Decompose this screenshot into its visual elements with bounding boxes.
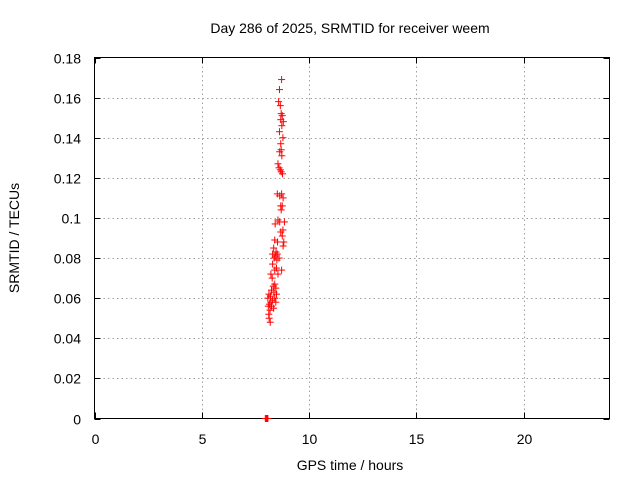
data-point bbox=[276, 166, 284, 174]
data-point bbox=[278, 232, 286, 240]
data-points bbox=[261, 76, 288, 422]
data-point bbox=[264, 415, 272, 422]
data-point bbox=[276, 102, 284, 110]
data-point bbox=[278, 152, 286, 160]
x-tick-label: 0 bbox=[92, 431, 100, 447]
data-point bbox=[280, 218, 288, 226]
data-point bbox=[275, 98, 283, 106]
data-point bbox=[275, 86, 283, 94]
data-point bbox=[277, 206, 285, 214]
data-point bbox=[279, 242, 287, 250]
y-tick-label: 0.14 bbox=[54, 131, 81, 147]
data-point bbox=[278, 122, 286, 130]
x-tick-label: 15 bbox=[409, 431, 425, 447]
y-tick-label: 0.04 bbox=[54, 331, 81, 347]
y-tick-label: 0.12 bbox=[54, 171, 81, 187]
y-tick-label: 0.16 bbox=[54, 91, 81, 107]
data-point bbox=[271, 266, 279, 274]
y-tick-label: 0.1 bbox=[62, 211, 82, 227]
data-point bbox=[272, 298, 280, 306]
y-tick-label: 0.18 bbox=[54, 51, 81, 67]
data-point bbox=[274, 270, 282, 278]
chart-title: Day 286 of 2025, SRMTID for receiver wee… bbox=[210, 20, 489, 36]
x-tick-label: 10 bbox=[302, 431, 318, 447]
y-axis-label: SRMTID / TECUs bbox=[6, 183, 22, 293]
data-point bbox=[269, 260, 277, 268]
axis-ticks: 0 5 10 15 20 0 0.02 0.04 0.06 0.08 0.1 0.12 0.14 0.16… bbox=[54, 51, 610, 447]
data-point bbox=[270, 244, 278, 252]
data-point bbox=[274, 238, 282, 246]
data-point bbox=[279, 118, 287, 126]
y-tick-label: 0.08 bbox=[54, 251, 81, 267]
data-point bbox=[278, 190, 286, 198]
data-point bbox=[279, 194, 287, 202]
data-point bbox=[279, 134, 287, 142]
data-point bbox=[266, 306, 274, 314]
data-point bbox=[272, 284, 280, 292]
data-point bbox=[278, 170, 286, 178]
data-point bbox=[280, 238, 288, 246]
data-point bbox=[274, 160, 282, 168]
data-point bbox=[277, 228, 285, 236]
y-tick-label: 0.02 bbox=[54, 371, 81, 387]
data-point bbox=[276, 148, 284, 156]
data-point bbox=[271, 220, 279, 228]
x-tick-label: 20 bbox=[517, 431, 533, 447]
data-point bbox=[275, 254, 283, 262]
plot-area-border bbox=[94, 57, 610, 419]
data-point bbox=[278, 112, 286, 120]
data-point bbox=[266, 318, 274, 326]
data-point bbox=[267, 270, 275, 278]
data-point bbox=[278, 266, 286, 274]
y-tick-label: 0.06 bbox=[54, 291, 81, 307]
data-point bbox=[264, 294, 272, 302]
data-point bbox=[270, 304, 278, 312]
grid-lines bbox=[94, 57, 610, 419]
data-point bbox=[278, 202, 286, 210]
data-point bbox=[265, 314, 273, 322]
x-axis-label: GPS time / hours bbox=[297, 457, 404, 473]
y-tick-label: 0 bbox=[73, 412, 81, 428]
data-point bbox=[272, 290, 280, 298]
data-point bbox=[275, 128, 283, 136]
data-point bbox=[277, 140, 285, 148]
data-point bbox=[268, 274, 276, 282]
x-tick-label: 5 bbox=[199, 431, 207, 447]
data-point bbox=[278, 76, 286, 84]
